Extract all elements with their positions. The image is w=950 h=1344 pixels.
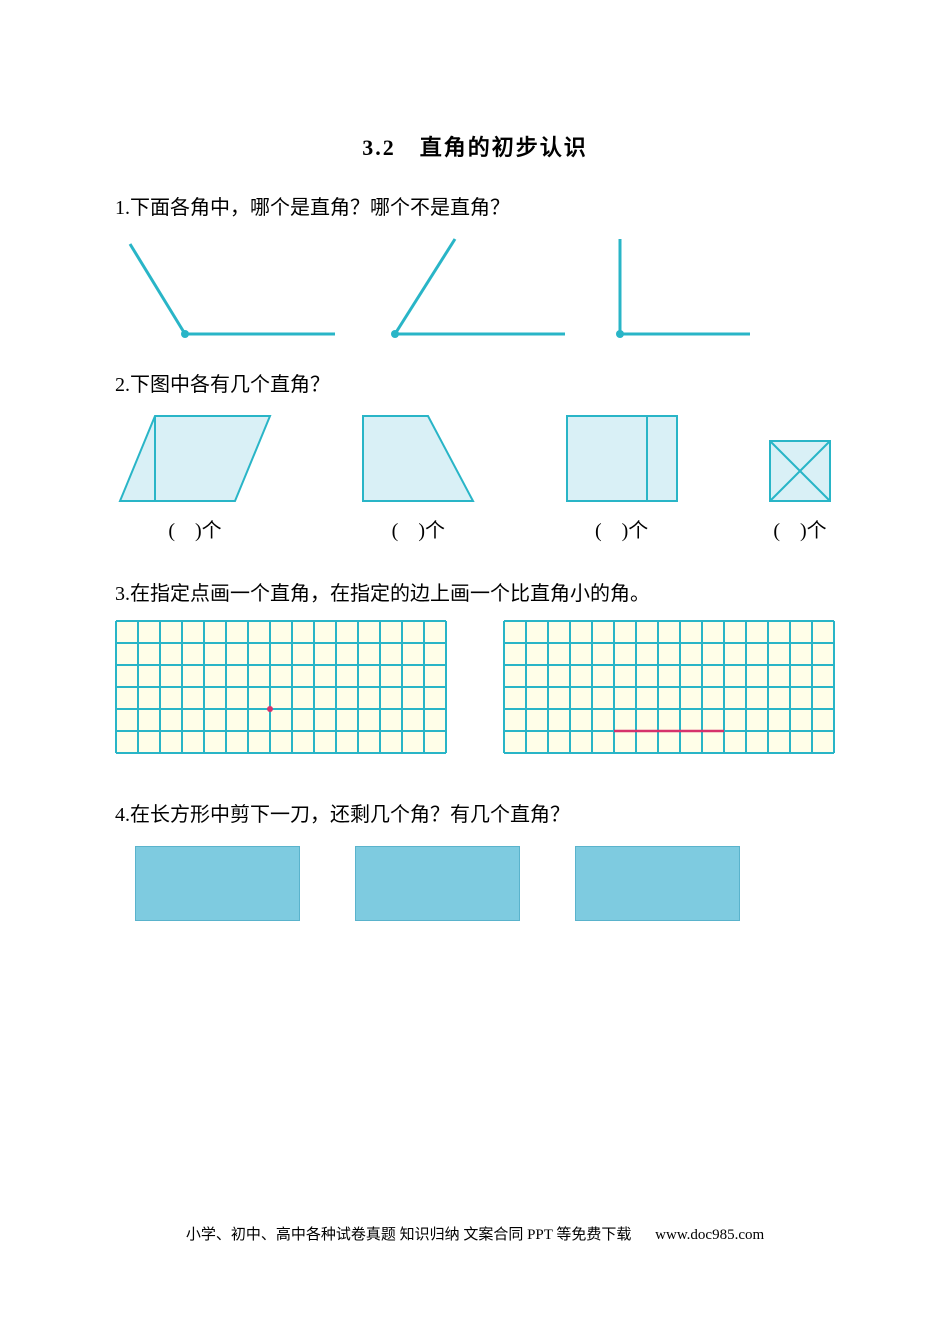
q2-shapes-row: ( )个 ( )个 ( )个 ( )个: [115, 411, 835, 543]
footer-text: 小学、初中、高中各种试卷真题 知识归纳 文案合同 PPT 等免费下载: [186, 1227, 632, 1243]
page-footer: 小学、初中、高中各种试卷真题 知识归纳 文案合同 PPT 等免费下载 www.d…: [115, 1223, 835, 1244]
page-title: 3.2 直角的初步认识: [115, 130, 835, 162]
square-x-shape: [765, 436, 835, 506]
q3-grid-1: [115, 620, 447, 754]
q2-shape-3: ( )个: [562, 411, 682, 543]
trapezoid-shape: [358, 411, 478, 506]
q2-label-4: ( )个: [773, 514, 826, 543]
rect-line-shape: [562, 411, 682, 506]
q2-label-2: ( )个: [392, 514, 445, 543]
q2-label-1: ( )个: [168, 514, 221, 543]
q2-label-3: ( )个: [595, 514, 648, 543]
q1-angle-1: [115, 234, 345, 344]
q2-shape-4: ( )个: [765, 436, 835, 543]
q1-text: 1.下面各角中，哪个是直角？哪个不是直角？: [115, 192, 835, 224]
q1-angle-2: [375, 234, 575, 344]
q4-rect-3: [575, 846, 740, 921]
parallelogram-shape: [115, 411, 275, 506]
footer-url: www.doc985.com: [655, 1227, 764, 1243]
q4-rect-1: [135, 846, 300, 921]
q1-angle-3: [605, 234, 755, 344]
q3-grids-row: [115, 620, 835, 754]
q2-shape-2: ( )个: [358, 411, 478, 543]
q3-text: 3.在指定点画一个直角，在指定的边上画一个比直角小的角。: [115, 578, 835, 610]
q4-rects-row: [115, 846, 835, 921]
q1-angles-row: [115, 234, 835, 344]
q4-text: 4.在长方形中剪下一刀，还剩几个角？有几个直角？: [115, 799, 835, 831]
q4-rect-2: [355, 846, 520, 921]
q2-shape-1: ( )个: [115, 411, 275, 543]
q2-text: 2.下图中各有几个直角？: [115, 369, 835, 401]
q3-grid-2: [503, 620, 835, 754]
